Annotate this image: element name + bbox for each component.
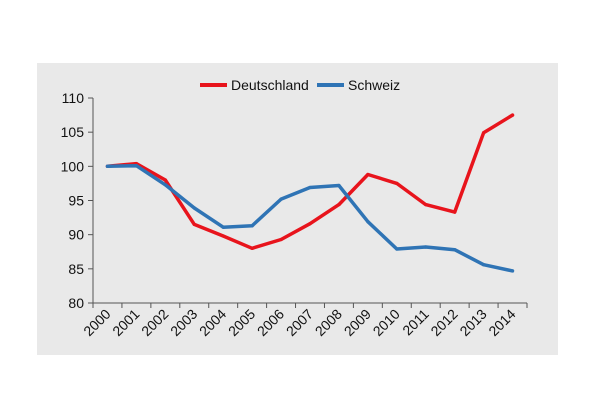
y-tick-label: 90 [68,227,84,243]
data-point-schweiz [482,263,486,267]
x-tick-label: 2007 [283,306,316,339]
data-point-schweiz [453,248,457,252]
legend-label-schweiz: Schweiz [348,77,400,93]
x-tick-label: 2008 [312,306,345,339]
data-point-schweiz [192,206,196,210]
data-point-deutschland [337,203,341,207]
x-tick-label: 2013 [456,306,489,339]
data-point-schweiz [510,269,515,273]
x-tick-label: 2012 [427,306,460,339]
x-tick-label: 2009 [341,306,374,339]
y-tick-label: 80 [68,295,84,311]
data-point-deutschland [482,131,486,135]
data-point-schweiz [279,197,283,201]
data-point-deutschland [279,237,283,242]
data-point-deutschland [308,222,312,226]
y-tick-label: 110 [62,90,85,106]
x-tick-label: 2000 [80,306,113,339]
x-tick-label: 2011 [399,306,432,339]
x-tick-label: 2004 [196,306,229,339]
data-point-deutschland [395,181,399,185]
data-point-schweiz [366,220,370,224]
series-layer [105,113,515,273]
x-tick-label: 2010 [370,306,403,339]
x-tick-label: 2014 [485,306,518,339]
y-tick-label: 95 [68,193,84,209]
data-point-deutschland [453,210,457,214]
data-point-schweiz [337,183,341,188]
x-tick-label: 2003 [167,306,200,339]
line-chart: Deutschland Schweiz 80 85 90 95 100 105 110 20… [61,77,528,339]
chart-panel: Deutschland Schweiz 80 85 90 95 100 105 110 20… [37,63,558,355]
series-line-deutschland [105,113,515,251]
data-point-schweiz [221,225,225,229]
x-tick-label: 2006 [254,306,287,339]
x-tick-label: 2002 [138,306,171,339]
y-tick-label: 105 [61,124,85,140]
data-point-schweiz [134,164,138,168]
data-point-schweiz [105,164,110,168]
data-point-deutschland [510,113,515,117]
data-point-deutschland [192,222,196,226]
data-point-schweiz [308,185,312,190]
y-tick-label: 85 [68,261,84,277]
x-tick-label: 2001 [109,306,142,339]
data-point-deutschland [250,246,254,250]
y-tick-label: 100 [61,158,85,174]
data-point-deutschland [221,234,225,238]
data-point-deutschland [163,178,167,182]
data-point-schweiz [395,247,399,251]
data-point-schweiz [250,224,254,228]
legend-label-deutschland: Deutschland [231,77,309,93]
legend: Deutschland Schweiz [200,77,400,93]
data-point-schweiz [424,245,428,249]
data-point-schweiz [163,183,167,187]
x-axis-ticks: 2000200120022003200420052006200720082009… [80,303,528,339]
data-point-deutschland [424,203,428,207]
x-tick-label: 2005 [225,306,258,339]
data-point-deutschland [366,172,370,177]
y-axis-ticks: 80 85 90 95 100 105 110 [61,90,93,311]
